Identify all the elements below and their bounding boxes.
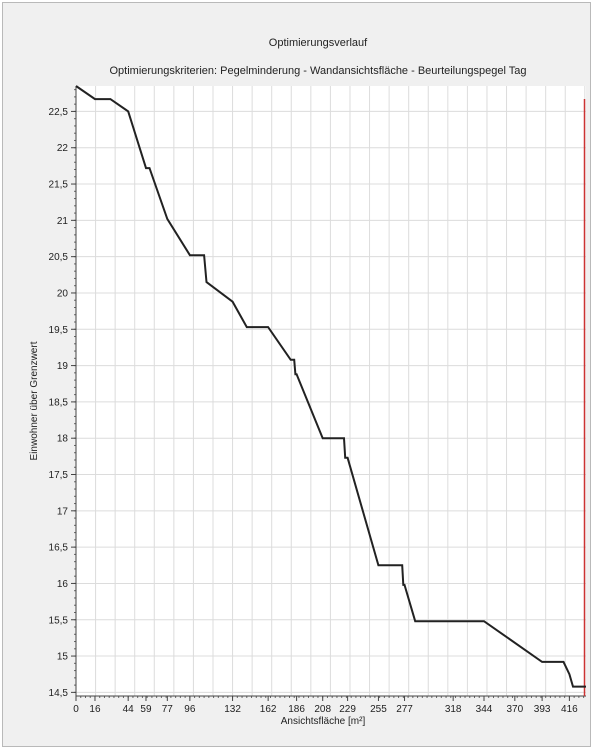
- y-tick-label: 19: [57, 361, 69, 372]
- x-axis-ticks: 0 16 44 59 77 96 132 162 186 208 229 255 277 318 344 37…: [73, 696, 585, 715]
- x-tick-label: 255: [370, 704, 387, 715]
- plot-area: [76, 86, 586, 696]
- x-tick-label: 208: [314, 704, 331, 715]
- y-tick-label: 19,5: [49, 325, 69, 336]
- y-tick-label: 17: [57, 506, 69, 517]
- x-tick-label: 277: [396, 704, 413, 715]
- x-tick-label: 96: [184, 704, 196, 715]
- y-tick-label: 21,5: [49, 180, 69, 191]
- series-line: [75, 85, 586, 688]
- y-tick-label: 22,5: [49, 107, 69, 118]
- y-tick-label: 18,5: [49, 397, 69, 408]
- x-tick-label: 344: [476, 704, 493, 715]
- x-tick-label: 16: [89, 704, 101, 715]
- x-tick-label: 77: [162, 704, 174, 715]
- y-tick-label: 20,5: [49, 252, 69, 263]
- y-tick-label: 16,5: [49, 543, 69, 554]
- x-tick-label: 0: [73, 704, 79, 715]
- y-axis-ticks: 14,5 15 15,5 16 16,5 17 17,5 18 18,5 19 19,5 20 20,5…: [49, 89, 76, 699]
- y-tick-label: 15: [57, 652, 69, 663]
- chart-subtitle: Optimierungskriterien: Pegelminderung - …: [109, 65, 526, 77]
- x-tick-label: 318: [445, 704, 462, 715]
- x-tick-label: 229: [339, 704, 356, 715]
- x-tick-label: 186: [288, 704, 305, 715]
- line-chart: Optimierungsverlauf Optimierungskriterie…: [29, 37, 586, 727]
- y-tick-label: 21: [57, 216, 69, 227]
- x-tick-label: 370: [506, 704, 523, 715]
- grid: [75, 86, 586, 696]
- x-tick-label: 162: [260, 704, 277, 715]
- x-tick-label: 416: [561, 704, 578, 715]
- x-tick-label: 132: [224, 704, 241, 715]
- y-tick-label: 20: [57, 288, 69, 299]
- chart-title: Optimierungsverlauf: [269, 37, 368, 49]
- y-tick-label: 15,5: [49, 615, 69, 626]
- y-tick-label: 14,5: [49, 688, 69, 699]
- x-tick-label: 393: [534, 704, 551, 715]
- x-axis-label: Ansichtsfläche [m²]: [281, 716, 366, 727]
- y-tick-label: 22: [57, 143, 69, 154]
- y-tick-label: 17,5: [49, 470, 69, 481]
- y-tick-label: 16: [57, 579, 69, 590]
- y-axis-label: Einwohner über Grenzwert: [29, 341, 40, 460]
- y-tick-label: 18: [57, 434, 69, 445]
- x-tick-label: 59: [140, 704, 152, 715]
- x-tick-label: 44: [123, 704, 135, 715]
